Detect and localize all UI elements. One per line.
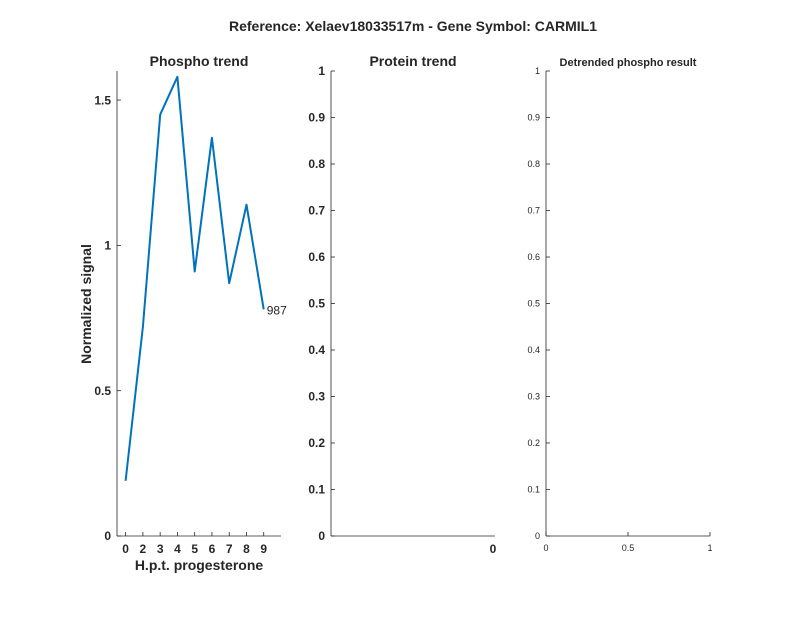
- detrended-phospho-x-tick-label: 0.5: [622, 543, 635, 553]
- phospho-trend-y-axis-label: Normalized signal: [78, 244, 94, 364]
- detrended-phospho-x-tick-label: 0: [543, 543, 548, 553]
- figure-title: Reference: Xelaev18033517m - Gene Symbol…: [229, 18, 597, 34]
- protein-trend-y-tick-label: 0.9: [308, 111, 325, 125]
- phospho-trend-x-tick-label: 4: [174, 542, 181, 556]
- protein-trend-y-tick-label: 0.3: [308, 390, 325, 404]
- phospho-trend-x-tick-label: 6: [209, 542, 216, 556]
- protein-trend-panel: Protein trend 00.10.20.30.40.50.60.70.80…: [308, 53, 496, 556]
- phospho-trend-x-tick-label: 5: [191, 542, 198, 556]
- detrended-phospho-y-tick-label: 0.4: [527, 345, 540, 355]
- phospho-trend-y-tick-label: 1.5: [94, 93, 111, 107]
- protein-trend-y-tick-label: 0.2: [308, 436, 325, 450]
- detrended-phospho-y-tick-label: 0.5: [527, 299, 540, 309]
- detrended-phospho-x-tick-label: 1: [707, 543, 712, 553]
- detrended-phospho-y-tick-label: 0.8: [527, 159, 540, 169]
- detrended-phospho-y-tick-label: 0.7: [527, 206, 540, 216]
- phospho-trend-y-ticks: 0 0.5 1 1.5: [94, 93, 121, 543]
- phospho-trend-x-tick-label: 7: [226, 542, 233, 556]
- detrended-phospho-panel: Detrended phospho result 0 0.1 0.2 0.3 0.4 0.…: [527, 57, 712, 553]
- detrended-phospho-y-tick-label: 0.9: [527, 113, 540, 123]
- protein-trend-y-tick-label: 0.8: [308, 157, 325, 171]
- phospho-trend-x-axis-label: H.p.t. progesterone: [135, 557, 264, 573]
- detrended-phospho-y-tick-label: 0.6: [527, 252, 540, 262]
- phospho-trend-x-tick-label: 0: [122, 542, 129, 556]
- detrended-phospho-y-tick-label: 0.1: [527, 485, 540, 495]
- detrended-phospho-y-tick-label: 1: [535, 66, 540, 76]
- protein-trend-y-tick-label: 1: [318, 64, 325, 78]
- protein-trend-y-ticks: 0 0.1 0.2 0.3 0.4 0.5 0.6 0.7 0.8 0.9 1: [308, 64, 335, 543]
- detrended-phospho-y-tick-label: 0.2: [527, 438, 540, 448]
- detrended-phospho-title: Detrended phospho result: [560, 57, 697, 69]
- protein-trend-title: Protein trend: [369, 53, 456, 69]
- protein-trend-y-tick-label: 0.5: [308, 297, 325, 311]
- phospho-trend-axes: [116, 71, 281, 537]
- phospho-trend-y-tick-label: 1: [104, 239, 111, 253]
- phospho-series-line: [124, 75, 265, 481]
- detrended-phospho-y-tick-label: 0: [535, 531, 540, 541]
- protein-trend-y-tick-label: 0.7: [308, 204, 325, 218]
- protein-trend-y-tick-label: 0.4: [308, 343, 325, 357]
- protein-trend-x-tick-label: 0: [490, 542, 497, 556]
- protein-trend-y-tick-label: 0: [318, 529, 325, 543]
- detrended-phospho-axes: [545, 71, 710, 537]
- protein-trend-y-tick-label: 0.6: [308, 250, 325, 264]
- protein-trend-x-ticks: 0: [490, 542, 497, 556]
- phospho-trend-y-tick-label: 0: [104, 529, 111, 543]
- phospho-trend-x-tick-label: 3: [157, 542, 164, 556]
- detrended-phospho-y-tick-label: 0.3: [527, 392, 540, 402]
- detrended-phospho-y-ticks: 0 0.1 0.2 0.3 0.4 0.5 0.6 0.7 0.8 0.9 1: [527, 66, 550, 541]
- phospho-trend-series: 987: [124, 75, 287, 481]
- phospho-trend-x-tick-label: 2: [140, 542, 147, 556]
- detrended-phospho-x-ticks: 0 0.5 1: [543, 532, 713, 553]
- phospho-trend-x-tick-label: 8: [243, 542, 250, 556]
- protein-trend-axes: [330, 71, 495, 537]
- phospho-trend-y-tick-label: 0.5: [94, 384, 111, 398]
- protein-trend-y-tick-label: 0.1: [308, 483, 325, 497]
- phospho-series-end-label: 987: [267, 303, 287, 317]
- phospho-trend-title: Phospho trend: [150, 53, 249, 69]
- phospho-trend-x-tick-label: 9: [260, 542, 267, 556]
